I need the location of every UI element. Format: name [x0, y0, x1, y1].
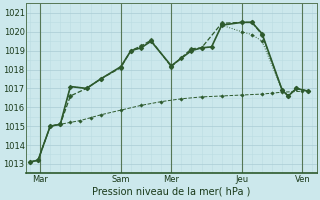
- X-axis label: Pression niveau de la mer( hPa ): Pression niveau de la mer( hPa ): [92, 187, 251, 197]
